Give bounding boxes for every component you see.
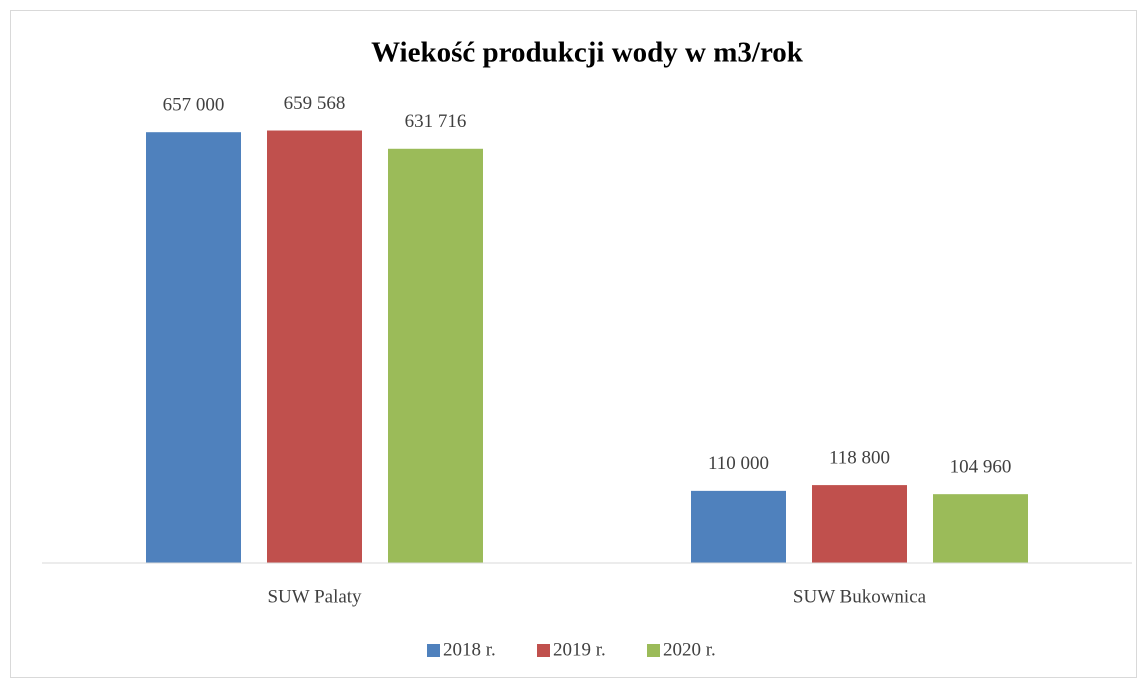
legend-swatch xyxy=(427,644,440,657)
data-label: 659 568 xyxy=(284,93,346,114)
data-label: 104 960 xyxy=(950,457,1012,478)
bar xyxy=(812,485,907,563)
bar xyxy=(933,494,1028,563)
legend-label: 2019 r. xyxy=(553,639,606,660)
data-label: 118 800 xyxy=(829,447,890,468)
legend-label: 2020 r. xyxy=(663,639,716,660)
x-tick-label: SUW Bukownica xyxy=(793,586,927,607)
data-label: 631 716 xyxy=(405,111,467,132)
bar xyxy=(691,490,786,563)
data-label: 657 000 xyxy=(163,95,225,116)
x-tick-label: SUW Palaty xyxy=(267,586,362,607)
legend-swatch xyxy=(647,644,660,657)
bar xyxy=(388,148,483,564)
data-label: 110 000 xyxy=(708,453,769,474)
bar xyxy=(146,132,241,563)
bar xyxy=(267,130,362,563)
legend-label: 2018 r. xyxy=(443,639,496,660)
legend-swatch xyxy=(537,644,550,657)
chart-title: Wiekość produkcji wody w m3/rok xyxy=(371,37,804,69)
